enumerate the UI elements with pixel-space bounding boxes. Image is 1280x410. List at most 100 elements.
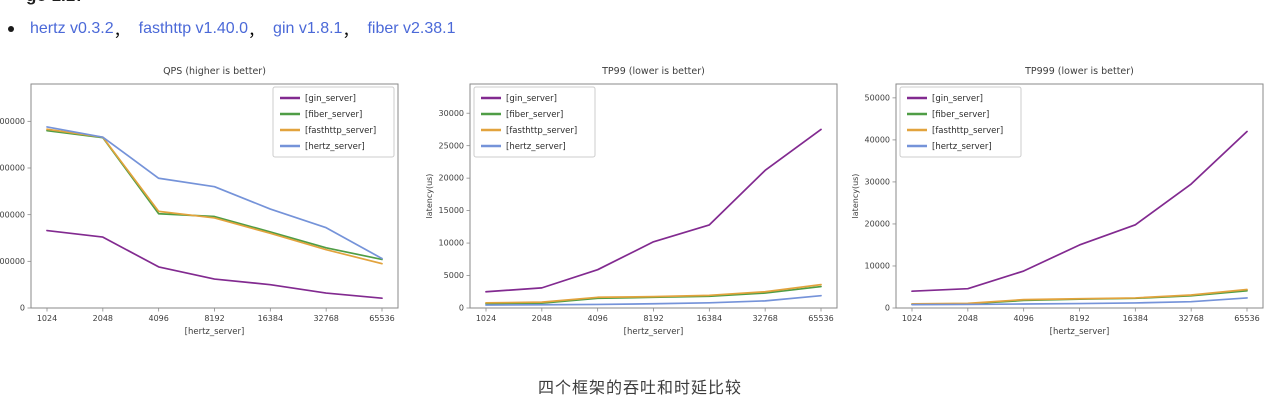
x-tick-label: 65536 [808, 314, 833, 323]
link-hertz-version[interactable]: hertz v0.3.2 [30, 20, 114, 37]
legend-label: [fasthttp_server] [305, 126, 376, 136]
plot-area [46, 126, 383, 300]
legend-label: [fiber_server] [305, 110, 362, 120]
series-line-[gin_server] [911, 130, 1248, 293]
y-tick-label: 30000 [439, 109, 464, 118]
x-axis-label: [hertz_server] [185, 327, 245, 337]
legend-label: [fiber_server] [506, 110, 563, 120]
link-gin-version[interactable]: gin v1.8.1 [273, 20, 343, 37]
x-tick-label: 1024 [902, 314, 922, 323]
legend-label: [fasthttp_server] [506, 126, 577, 136]
x-tick-label: 8192 [1069, 314, 1089, 323]
tp99-chart: TP99 (lower is better) 0 5000 10000 15000 200… [420, 60, 851, 348]
series-line-[fiber_server] [911, 289, 1248, 306]
series-line-[gin_server] [485, 128, 822, 293]
legend-label: [hertz_server] [506, 142, 566, 152]
legend: [gin_server] [fiber_server] [fasthttp_serv… [899, 86, 1022, 158]
separator: ， [113, 23, 130, 40]
plot-area [911, 130, 1248, 306]
legend-label: [gin_server] [305, 94, 356, 104]
y-axis: 0 100000 200000 300000 400000 [0, 117, 31, 313]
bullet-icon [8, 26, 14, 32]
tp999-chart: TP999 (lower is better) 0 10000 20000 30000 4… [846, 60, 1277, 348]
separator: ， [248, 23, 265, 40]
y-tick-label: 15000 [439, 206, 464, 215]
y-tick-label: 40000 [865, 135, 890, 144]
framework-versions-line: hertz v0.3.2， fasthttp v1.40.0， gin v1.8… [8, 17, 456, 41]
legend: [gin_server] [fiber_server] [fasthttp_serv… [473, 86, 596, 158]
link-fasthttp-version[interactable]: fasthttp v1.40.0 [138, 20, 249, 37]
y-axis-label: latency(us) [851, 174, 860, 219]
separator: ， [342, 23, 359, 40]
y-tick-label: 100000 [0, 257, 25, 266]
y-tick-label: 300000 [0, 164, 25, 173]
x-tick-label: 65536 [1234, 314, 1259, 323]
x-axis: 1024 2048 4096 8192 16384 32768 65536 [902, 308, 1260, 323]
y-tick-label: 400000 [0, 117, 25, 126]
chart-title: TP99 (lower is better) [601, 66, 705, 77]
x-tick-label: 1024 [476, 314, 496, 323]
x-tick-label: 1024 [37, 314, 57, 323]
x-tick-label: 4096 [1013, 314, 1033, 323]
legend-label: [fasthttp_server] [932, 126, 1003, 136]
x-tick-label: 8192 [204, 314, 224, 323]
x-tick-label: 16384 [1123, 314, 1148, 323]
x-tick-label: 2048 [532, 314, 552, 323]
series-line-[fiber_server] [485, 285, 822, 305]
legend-label: [gin_server] [932, 94, 983, 104]
series-line-[hertz_server] [911, 297, 1248, 306]
y-tick-label: 20000 [865, 220, 890, 229]
figure-caption: 四个框架的吞吐和时延比较 [537, 380, 742, 397]
y-tick-label: 20000 [439, 174, 464, 183]
y-axis: 0 5000 10000 15000 20000 25000 30000 [439, 109, 470, 313]
link-fiber-version[interactable]: fiber v2.38.1 [367, 20, 456, 37]
x-tick-label: 16384 [258, 314, 283, 323]
legend-box [899, 86, 1022, 158]
legend-label: [hertz_server] [932, 142, 992, 152]
axes-frame [469, 83, 838, 309]
y-tick-label: 200000 [0, 210, 25, 219]
y-axis-label: latency(us) [425, 174, 434, 219]
axes-frame [895, 83, 1264, 309]
x-axis-label: [hertz_server] [624, 327, 684, 337]
plot-area [485, 128, 822, 306]
series-line-[fasthttp_server] [485, 283, 822, 304]
x-tick-label: 4096 [148, 314, 168, 323]
x-tick-label: 32768 [313, 314, 338, 323]
y-tick-label: 0 [459, 304, 464, 313]
qps-chart: QPS (higher is better) 0 100000 200000 30000… [0, 60, 412, 348]
series-line-[hertz_server] [46, 126, 383, 260]
chart-title: QPS (higher is better) [163, 66, 266, 77]
y-tick-label: 10000 [439, 239, 464, 248]
clipped-text-fragment: go 1.17 [26, 0, 166, 5]
legend-label: [gin_server] [506, 94, 557, 104]
x-tick-label: 32768 [752, 314, 777, 323]
x-tick-label: 65536 [369, 314, 394, 323]
y-tick-label: 25000 [439, 141, 464, 150]
series-line-[hertz_server] [485, 294, 822, 306]
x-tick-label: 2048 [958, 314, 978, 323]
x-axis-label: [hertz_server] [1050, 327, 1110, 337]
x-tick-label: 16384 [697, 314, 722, 323]
x-tick-label: 2048 [93, 314, 113, 323]
y-tick-label: 0 [20, 304, 25, 313]
legend: [gin_server] [fiber_server] [fasthttp_serv… [272, 86, 395, 158]
axes-frame [30, 83, 399, 309]
legend-label: [hertz_server] [305, 142, 365, 152]
y-tick-label: 50000 [865, 93, 890, 102]
series-line-[gin_server] [46, 229, 383, 300]
legend-box [473, 86, 596, 158]
y-tick-label: 10000 [865, 262, 890, 271]
y-tick-label: 5000 [444, 271, 464, 280]
chart-title: TP999 (lower is better) [1024, 66, 1134, 77]
x-axis: 1024 2048 4096 8192 16384 32768 65536 [37, 308, 395, 323]
legend-label: [fiber_server] [932, 110, 989, 120]
legend-box [272, 86, 395, 158]
y-axis: 0 10000 20000 30000 40000 50000 [865, 93, 896, 313]
x-axis: 1024 2048 4096 8192 16384 32768 65536 [476, 308, 834, 323]
x-tick-label: 4096 [587, 314, 607, 323]
series-line-[fasthttp_server] [911, 288, 1248, 305]
x-tick-label: 32768 [1178, 314, 1203, 323]
y-tick-label: 30000 [865, 178, 890, 187]
x-tick-label: 8192 [643, 314, 663, 323]
